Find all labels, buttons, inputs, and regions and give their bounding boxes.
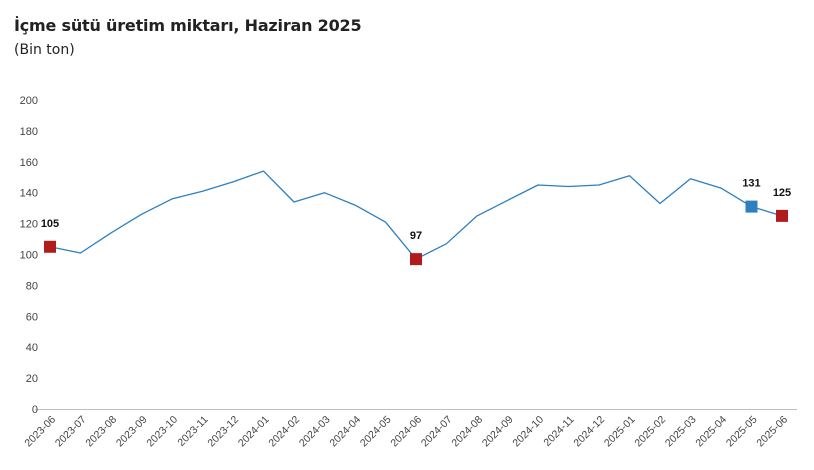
data-point: [141, 213, 143, 215]
data-label: 97: [410, 230, 422, 242]
x-tick-label: 2024-02: [266, 414, 302, 450]
y-tick-label: 40: [26, 342, 38, 354]
x-tick-label: 2023-06: [22, 414, 58, 450]
data-point: [385, 221, 387, 223]
data-point: [293, 201, 295, 203]
data-point: [690, 178, 692, 180]
data-point: [537, 184, 539, 186]
data-point: [80, 252, 82, 254]
x-tick-label: 2023-11: [175, 414, 210, 449]
data-label: 125: [773, 187, 791, 199]
data-point: [568, 186, 570, 188]
data-label: 131: [742, 178, 760, 190]
x-tick-label: 2023-07: [53, 414, 89, 450]
data-point: [659, 203, 661, 205]
data-point: [202, 190, 204, 192]
x-tick-label: 2024-03: [297, 414, 333, 450]
data-label: 105: [41, 218, 59, 230]
x-tick-label: 2023-09: [114, 414, 150, 450]
data-point: [171, 198, 173, 200]
x-tick-label: 2024-08: [449, 414, 485, 450]
data-point: [232, 181, 234, 183]
highlight-marker: [44, 240, 56, 253]
y-tick-label: 60: [26, 311, 38, 323]
x-tick-label: 2025-02: [632, 414, 668, 450]
data-point: [507, 199, 509, 201]
highlight-marker: [410, 253, 422, 266]
y-tick-label: 160: [20, 157, 38, 169]
x-tick-label: 2024-04: [327, 414, 363, 450]
data-point: [598, 184, 600, 186]
y-tick-label: 100: [20, 250, 38, 262]
x-tick-label: 2024-07: [419, 414, 455, 450]
x-tick-label: 2025-06: [754, 414, 790, 450]
x-tick-label: 2024-06: [388, 414, 424, 450]
x-tick-label: 2024-11: [541, 414, 576, 449]
y-tick-label: 140: [20, 188, 38, 200]
x-tick-label: 2024-12: [571, 414, 607, 450]
y-tick-label: 120: [20, 219, 38, 231]
series-line: [49, 170, 783, 260]
y-tick-label: 180: [20, 126, 38, 138]
x-tick-label: 2024-05: [358, 414, 394, 450]
chart-subtitle: (Bin ton): [14, 42, 75, 58]
y-tick-label: 0: [32, 404, 38, 416]
data-point: [263, 170, 265, 172]
highlight-marker: [745, 200, 758, 213]
data-point: [324, 192, 326, 194]
y-tick-label: 200: [20, 95, 38, 107]
data-point: [110, 232, 112, 234]
line-layer: [49, 170, 783, 260]
data-point: [629, 175, 631, 177]
x-tick-label: 2025-05: [724, 414, 760, 450]
x-tick-label: 2025-04: [693, 414, 729, 450]
x-tick-label: 2024-01: [236, 414, 272, 450]
marker-layer: 105 97 131 125: [41, 178, 791, 266]
data-point: [476, 215, 478, 217]
axis-layer: 0204060801001201401601802002023-062023-0…: [20, 95, 797, 449]
y-tick-label: 20: [26, 373, 38, 385]
x-tick-label: 2025-01: [602, 414, 638, 450]
x-tick-label: 2024-09: [480, 414, 516, 450]
data-point: [720, 187, 722, 189]
x-tick-label: 2023-10: [144, 414, 180, 450]
y-tick-label: 80: [26, 280, 38, 292]
chart-title: İçme sütü üretim miktarı, Haziran 2025: [14, 16, 362, 35]
highlight-marker: [776, 209, 788, 222]
x-tick-label: 2023-12: [205, 414, 241, 450]
data-point: [446, 243, 448, 245]
x-tick-label: 2024-10: [510, 414, 546, 450]
x-tick-label: 2025-03: [663, 414, 699, 450]
x-tick-label: 2023-08: [83, 414, 119, 450]
data-point: [354, 204, 356, 206]
